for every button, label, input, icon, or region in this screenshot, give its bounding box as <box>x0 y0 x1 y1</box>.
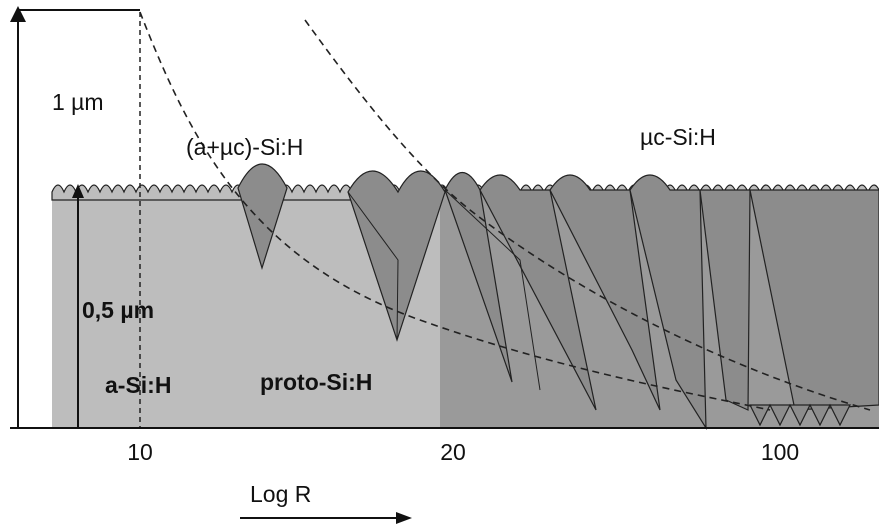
boundary-curve <box>304 19 871 411</box>
cone <box>237 163 288 271</box>
phase-label: a-Si:H <box>105 372 171 398</box>
boundary-curve <box>139 11 771 411</box>
height-label: 1 µm <box>52 89 104 115</box>
edge <box>347 191 399 341</box>
phase-label: proto-Si:H <box>260 369 372 395</box>
arrow-head <box>396 512 412 524</box>
cone <box>629 174 707 431</box>
phase-label: (a+µc)-Si:H <box>186 134 303 160</box>
cone <box>699 189 751 411</box>
small-cones <box>749 403 851 427</box>
cone <box>749 189 879 411</box>
arrow-head <box>10 6 26 22</box>
tick-label: 10 <box>127 439 153 465</box>
inner-label: 0,5 µm <box>82 297 154 323</box>
phase-label: µc-Si:H <box>640 124 716 150</box>
arrow-head <box>72 184 84 198</box>
tick-label: 20 <box>440 439 466 465</box>
edge <box>444 189 541 391</box>
cone <box>479 174 597 411</box>
cone <box>549 174 661 411</box>
tick-label: 100 <box>761 439 799 465</box>
x-label: Log R <box>250 481 311 507</box>
